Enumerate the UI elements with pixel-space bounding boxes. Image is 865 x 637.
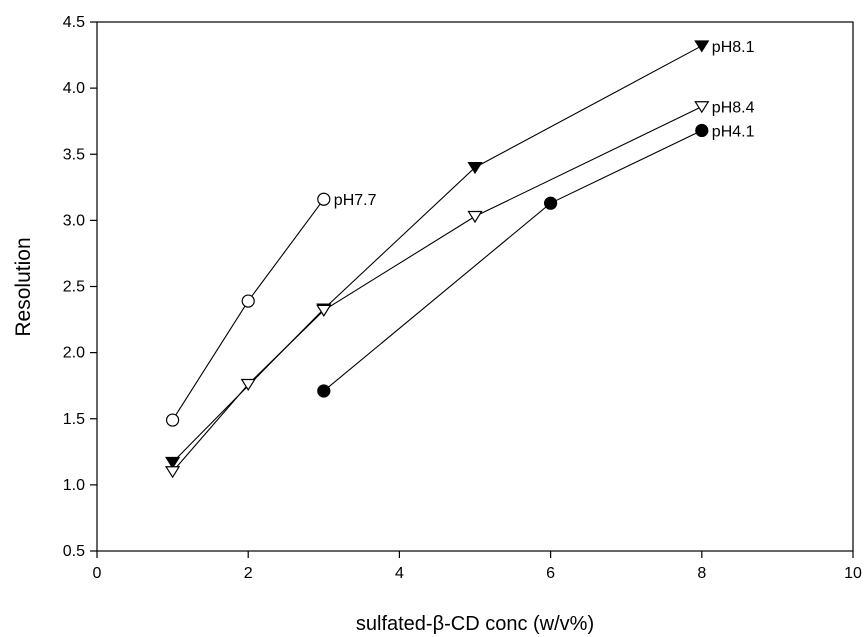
data-point [694,101,710,114]
plot-area: pH7.7 pH8.1 pH8.4 pH4.1 [165,39,755,479]
y-tick-label: 1.0 [63,477,85,494]
series-label: pH7.7 [334,192,377,209]
y-axis-label: Resolution [12,237,35,336]
x-axis-label: sulfated-β-CD conc (w/v%) [356,613,594,635]
series-label: pH8.1 [712,39,755,56]
x-tick-label: 6 [546,565,555,582]
series: pH8.4 [165,100,755,479]
data-point [694,40,710,53]
data-point [695,123,709,138]
x-tick-label: 0 [93,565,102,582]
series-label: pH8.4 [712,100,755,117]
y-tick-label: 3.5 [63,146,85,163]
data-point [165,466,181,479]
x-tick-label: 10 [844,565,862,582]
y-tick-label: 4.0 [63,80,85,97]
y-tick-label: 1.5 [63,411,85,428]
series-line [172,106,703,473]
data-point [240,378,256,392]
y-tick-label: 2.5 [63,279,85,296]
data-point [467,210,483,224]
series-line [323,129,703,392]
y-tick-label: 0.5 [63,543,85,560]
data-point [241,294,255,308]
axes: 0 2 4 6 8 10 0.5 1.0 1.5 2.0 2.5 3.0 3.5 4.0 4.5 [63,14,862,582]
series-label: pH4.1 [712,123,755,140]
x-tick-label: 2 [244,565,253,582]
y-tick-label: 2.0 [63,345,85,362]
data-point [316,304,332,317]
data-point [317,192,331,206]
data-point [166,413,180,427]
series: pH8.1 [165,39,755,470]
data-point [543,196,558,210]
series: pH7.7 [166,192,377,427]
x-tick-label: 4 [395,565,404,582]
y-tick-label: 4.5 [63,14,85,31]
series-line [172,45,703,463]
x-tick-label: 8 [697,565,706,582]
series: pH4.1 [317,123,755,398]
data-point [317,384,331,398]
data-point [165,456,181,470]
data-point [467,162,483,175]
y-tick-label: 3.0 [63,212,85,229]
